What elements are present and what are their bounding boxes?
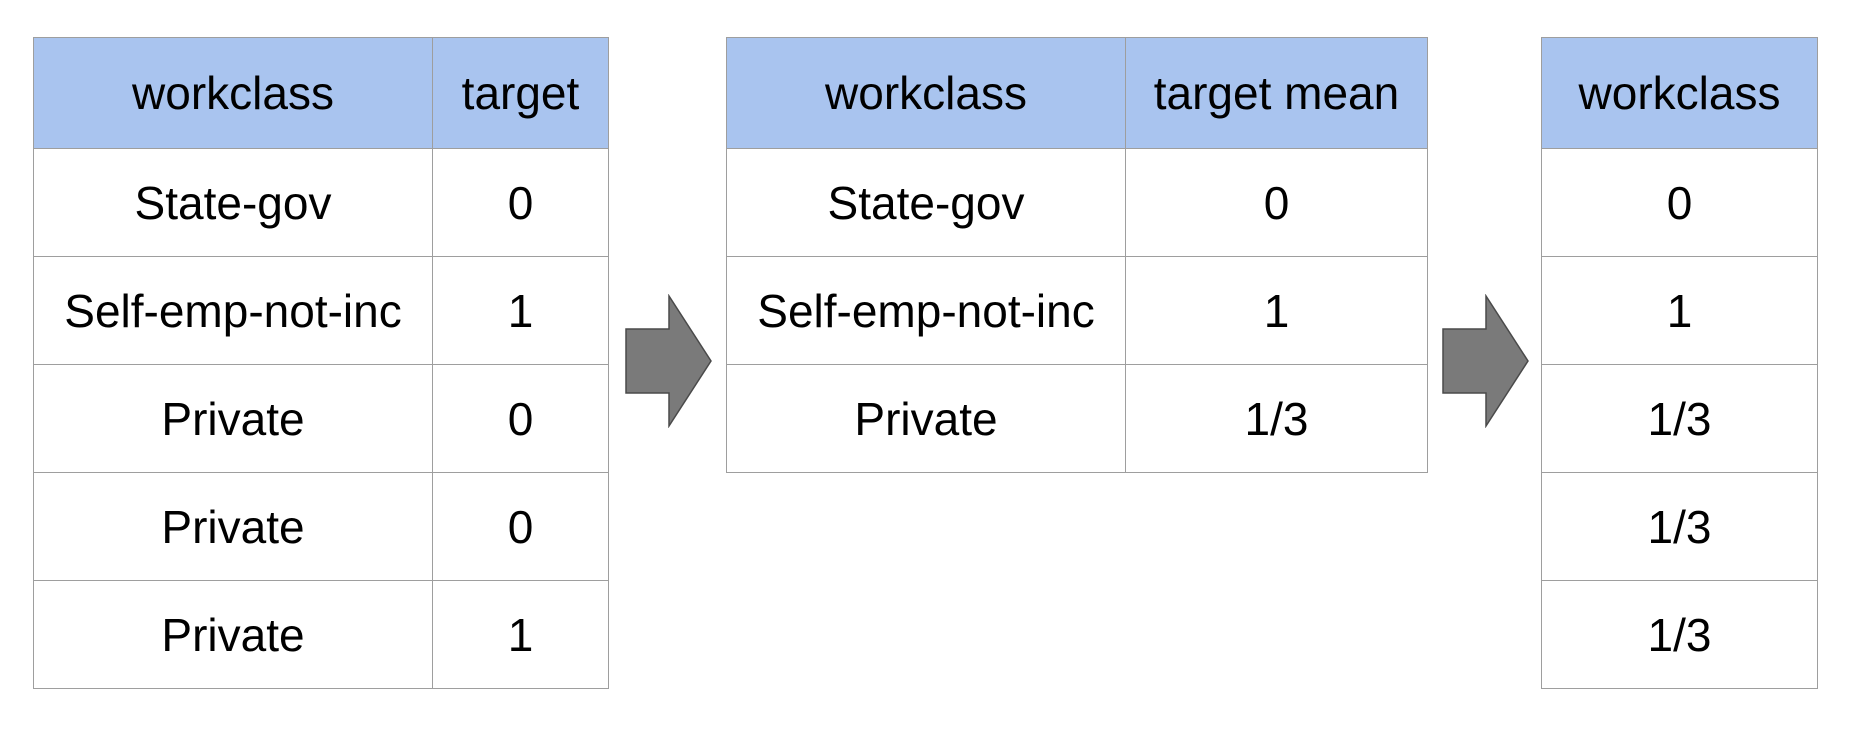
header-cell-workclass: workclass xyxy=(33,37,433,149)
table-row: 1/3 xyxy=(1541,472,1818,581)
cell-workclass: Private xyxy=(33,472,433,581)
header-cell-target-mean: target mean xyxy=(1125,37,1428,149)
cell-workclass: Self-emp-not-inc xyxy=(726,256,1126,365)
table-row: 1/3 xyxy=(1541,364,1818,473)
table-row: 1/3 xyxy=(1541,580,1818,689)
table-row: Self-emp-not-inc 1 xyxy=(726,256,1428,365)
cell-target: 1 xyxy=(432,256,609,365)
header-cell-target: target xyxy=(432,37,609,149)
cell-encoded-workclass: 1/3 xyxy=(1541,580,1818,689)
input-table: workclass target State-gov 0 Self-emp-no… xyxy=(33,37,609,689)
header-cell-workclass: workclass xyxy=(726,37,1126,149)
output-table: workclass 0 1 1/3 1/3 1/3 xyxy=(1541,37,1818,689)
cell-target-mean: 1/3 xyxy=(1125,364,1428,473)
table-row: Private 1/3 xyxy=(726,364,1428,473)
cell-encoded-workclass: 1 xyxy=(1541,256,1818,365)
cell-encoded-workclass: 1/3 xyxy=(1541,472,1818,581)
table-row: 1 xyxy=(1541,256,1818,365)
table-row: Private 0 xyxy=(33,472,609,581)
table-row: State-gov 0 xyxy=(726,148,1428,257)
means-table: workclass target mean State-gov 0 Self-e… xyxy=(726,37,1428,473)
cell-target: 1 xyxy=(432,580,609,689)
cell-target: 0 xyxy=(432,364,609,473)
cell-workclass: Private xyxy=(33,364,433,473)
table-row: Private 1 xyxy=(33,580,609,689)
cell-workclass: State-gov xyxy=(726,148,1126,257)
cell-encoded-workclass: 0 xyxy=(1541,148,1818,257)
cell-workclass: Private xyxy=(33,580,433,689)
cell-encoded-workclass: 1/3 xyxy=(1541,364,1818,473)
cell-workclass: Self-emp-not-inc xyxy=(33,256,433,365)
arrow-right-icon xyxy=(625,294,712,428)
table-row: State-gov 0 xyxy=(33,148,609,257)
table-row: Private 0 xyxy=(33,364,609,473)
cell-target: 0 xyxy=(432,148,609,257)
header-row: workclass xyxy=(1541,37,1818,149)
cell-workclass: Private xyxy=(726,364,1126,473)
cell-target: 0 xyxy=(432,472,609,581)
arrow-right-icon xyxy=(1442,294,1529,428)
header-cell-workclass: workclass xyxy=(1541,37,1818,149)
header-row: workclass target xyxy=(33,37,609,149)
table-row: Self-emp-not-inc 1 xyxy=(33,256,609,365)
table-row: 0 xyxy=(1541,148,1818,257)
cell-workclass: State-gov xyxy=(33,148,433,257)
cell-target-mean: 0 xyxy=(1125,148,1428,257)
cell-target-mean: 1 xyxy=(1125,256,1428,365)
header-row: workclass target mean xyxy=(726,37,1428,149)
